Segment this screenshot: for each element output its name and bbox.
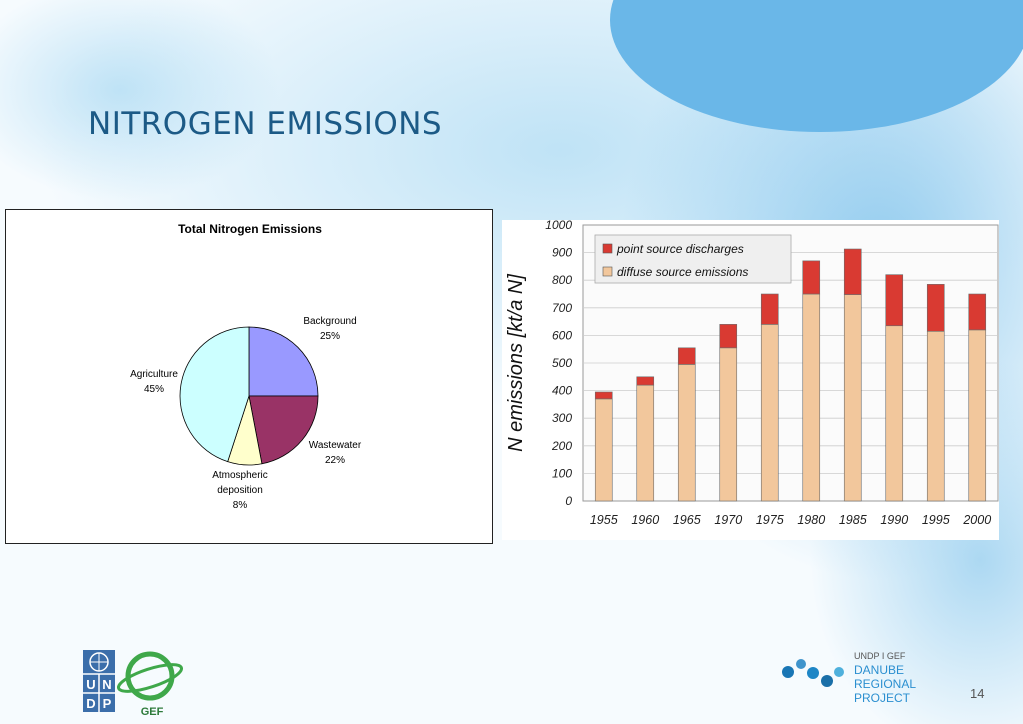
gef-logo: GEF xyxy=(116,651,184,718)
pie-label-agriculture: Agriculture xyxy=(130,369,178,380)
bar-diffuse-source-emissions-1975 xyxy=(760,324,779,502)
bar-x-tick-1975: 1975 xyxy=(756,513,784,527)
bar-x-tick-1965: 1965 xyxy=(673,513,701,527)
bar-y-tick-100: 100 xyxy=(552,466,572,480)
bar-diffuse-source-emissions-1960 xyxy=(636,384,655,502)
bar-y-tick-200: 200 xyxy=(551,439,572,453)
bar-y-tick-300: 300 xyxy=(552,411,572,425)
undp-letter-u: U xyxy=(86,677,95,692)
drp-line-2: DANUBE xyxy=(854,663,904,677)
bar-point-source-discharges-2000 xyxy=(968,293,987,331)
bar-diffuse-source-emissions-1955 xyxy=(594,398,613,502)
bar-x-tick-1955: 1955 xyxy=(590,513,618,527)
drp-dots-icon xyxy=(782,659,844,687)
pie-chart-title: Total Nitrogen Emissions xyxy=(178,222,322,236)
pie-percent-background: 25% xyxy=(320,331,340,342)
bar-y-tick-900: 900 xyxy=(552,246,572,260)
bar-point-source-discharges-1960 xyxy=(636,376,655,386)
bar-diffuse-source-emissions-1970 xyxy=(719,347,738,502)
bar-point-source-discharges-1955 xyxy=(594,391,613,400)
pie-label-wastewater: Wastewater xyxy=(309,440,362,451)
bar-y-axis-label: N emissions [kt/a N] xyxy=(505,274,527,452)
undp-logo: U N D P xyxy=(83,650,115,712)
bar-y-tick-1000: 1000 xyxy=(545,220,572,232)
undp-letter-n: N xyxy=(102,677,111,692)
bar-point-source-discharges-1985 xyxy=(843,248,862,295)
bar-y-tick-400: 400 xyxy=(552,384,572,398)
bar-y-tick-700: 700 xyxy=(552,301,572,315)
bar-point-source-discharges-1975 xyxy=(760,293,779,325)
bar-point-source-discharges-1990 xyxy=(885,274,904,327)
bar-diffuse-source-emissions-1995 xyxy=(926,330,945,502)
bar-x-tick-1980: 1980 xyxy=(797,513,825,527)
bar-point-source-discharges-1980 xyxy=(802,260,821,295)
bar-chart: 0 100 200 300 400 500 600 700 800 900 1000 1955 1960… xyxy=(505,220,999,527)
pie-chart-frame: Total Nitrogen Emissions Background 25% Was… xyxy=(5,209,493,544)
bar-point-source-discharges-1970 xyxy=(719,324,738,349)
pie-label-atmospheric-deposition-1: Atmospheric xyxy=(212,470,268,481)
bar-legend-label-point-source-discharges: point source discharges xyxy=(616,242,744,256)
bar-x-tick-1995: 1995 xyxy=(922,513,950,527)
pie-slice-agriculture xyxy=(179,326,250,463)
bar-chart-panel: 0 100 200 300 400 500 600 700 800 900 1000 1955 1960… xyxy=(502,220,999,540)
undp-letter-d: D xyxy=(86,696,95,711)
pie-percent-atmospheric-deposition: 8% xyxy=(233,500,248,511)
drp-line-1: UNDP I GEF xyxy=(854,651,906,661)
bar-legend-box xyxy=(594,234,792,284)
bar-diffuse-source-emissions-2000 xyxy=(968,329,987,502)
drp-line-3: REGIONAL xyxy=(854,677,916,691)
pie-slice-wastewater xyxy=(248,395,319,465)
bar-diffuse-source-emissions-1965 xyxy=(677,364,696,502)
bar-diffuse-source-emissions-1985 xyxy=(843,294,862,502)
bar-y-tick-500: 500 xyxy=(552,356,572,370)
bar-y-tick-0: 0 xyxy=(565,494,572,508)
bar-y-tick-800: 800 xyxy=(552,273,572,287)
bar-diffuse-source-emissions-1990 xyxy=(885,325,904,502)
footer-logos: U N D P GEF UNDP I GEF DANUBE REGIONAL P… xyxy=(83,650,916,718)
pie-label-background: Background xyxy=(303,316,356,327)
slide-title: NITROGEN EMISSIONS xyxy=(88,106,443,142)
bar-point-source-discharges-1995 xyxy=(926,284,945,332)
pie-label-atmospheric-deposition-2: deposition xyxy=(217,485,263,496)
pie-slice-background xyxy=(248,326,319,397)
bar-point-source-discharges-1965 xyxy=(677,347,696,365)
bar-x-tick-1990: 1990 xyxy=(880,513,908,527)
gef-globe-icon xyxy=(125,651,175,701)
undp-letter-p: P xyxy=(103,696,112,711)
bar-y-tick-600: 600 xyxy=(552,328,572,342)
bar-x-tick-1960: 1960 xyxy=(631,513,659,527)
gef-label: GEF xyxy=(141,706,164,718)
bar-legend-label-diffuse-source-emissions: diffuse source emissions xyxy=(617,265,748,279)
pie-percent-agriculture: 45% xyxy=(144,384,164,395)
top-right-blue-circle xyxy=(610,0,1023,132)
pie-chart: Total Nitrogen Emissions Background 25% Was… xyxy=(130,222,362,511)
bar-x-tick-2000: 2000 xyxy=(962,513,991,527)
pie-percent-wastewater: 22% xyxy=(325,455,345,466)
bar-x-tick-1970: 1970 xyxy=(714,513,742,527)
bar-legend-swatch-diffuse-source-emissions xyxy=(602,266,613,277)
drp-line-4: PROJECT xyxy=(854,691,911,705)
bar-x-tick-1985: 1985 xyxy=(839,513,867,527)
bar-diffuse-source-emissions-1980 xyxy=(802,293,821,502)
page-number: 14 xyxy=(970,686,985,701)
bar-legend-swatch-point-source-discharges xyxy=(602,243,613,254)
danube-regional-project-logo: UNDP I GEF DANUBE REGIONAL PROJECT xyxy=(782,651,916,705)
